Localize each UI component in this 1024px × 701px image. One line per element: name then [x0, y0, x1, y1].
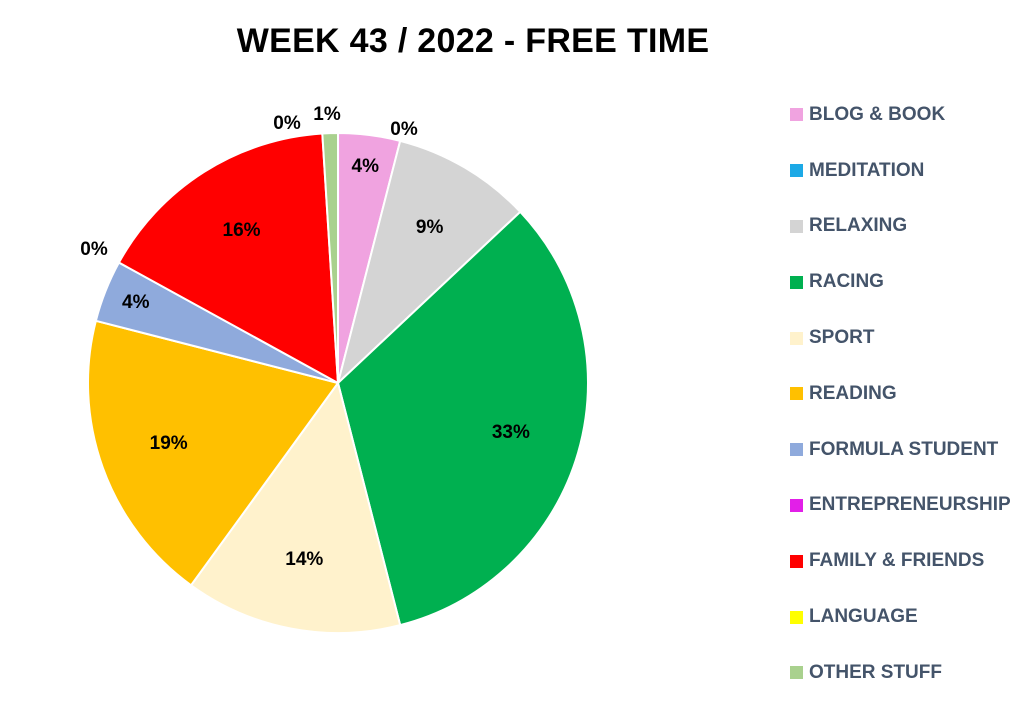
slice-label-family-and-friends: 16% [223, 220, 261, 241]
slice-label-formula-student: 4% [122, 292, 150, 313]
pie-slice-family-and-friends [117, 132, 340, 385]
pie-slice-other-stuff [321, 131, 339, 384]
legend-swatch [790, 164, 803, 178]
legend-swatch [790, 443, 803, 457]
legend-label: OTHER STUFF [809, 661, 942, 683]
legend-item-blog-and-book: BLOG & BOOK [790, 87, 1011, 143]
legend-label: BLOG & BOOK [809, 103, 946, 125]
slice-label-relaxing: 9% [416, 217, 444, 238]
legend-swatch [790, 331, 803, 345]
pie-slice-reading [87, 319, 340, 587]
legend-item-formula-student: FORMULA STUDENT [790, 422, 1011, 478]
legend-swatch [790, 275, 803, 289]
chart-title: WEEK 43 / 2022 - FREE TIME [236, 22, 710, 60]
legend-item-family-and-friends: FAMILY & FRIENDS [790, 533, 1011, 589]
legend-swatch [790, 219, 803, 233]
legend-label: MEDITATION [809, 159, 925, 181]
legend-swatch [790, 108, 803, 122]
slice-label-blog-and-book: 4% [352, 156, 380, 177]
legend-swatch [790, 666, 803, 680]
legend-item-meditation: MEDITATION [790, 143, 1011, 199]
slice-label-other-stuff: 1% [313, 104, 341, 125]
legend: BLOG & BOOK MEDITATION RELAXING RACING SPORT… [790, 87, 1011, 701]
legend-label: READING [809, 382, 897, 404]
legend-item-reading: READING [790, 366, 1011, 422]
pie-slice-sport [189, 380, 402, 634]
slice-label-entrepreneurship: 0% [80, 239, 108, 260]
legend-item-language: LANGUAGE [790, 589, 1011, 645]
legend-label: FAMILY & FRIENDS [809, 550, 985, 572]
legend-swatch [790, 387, 803, 401]
legend-swatch [790, 554, 803, 568]
pie-slice-racing [336, 210, 589, 627]
legend-item-other-stuff: OTHER STUFF [790, 645, 1011, 701]
slice-label-racing: 33% [492, 422, 530, 443]
legend-item-racing: RACING [790, 254, 1011, 310]
legend-label: LANGUAGE [809, 606, 918, 628]
chart-root: WEEK 43 / 2022 - FREE TIME 4% 0% 9% 33% 14% 1… [80, 22, 1010, 683]
legend-label: SPORT [809, 327, 875, 349]
legend-label: RELAXING [809, 215, 908, 237]
slice-label-language: 0% [273, 113, 301, 134]
pie-slice-relaxing [336, 139, 522, 387]
pie-chart: 4% 0% 9% 33% 14% 19% 4% 0% 16% 0% 1% [80, 104, 589, 634]
slice-label-sport: 14% [285, 549, 323, 570]
legend-label: RACING [809, 271, 884, 293]
legend-swatch [790, 498, 803, 512]
legend-swatch [790, 610, 803, 624]
slice-label-meditation: 0% [390, 119, 418, 140]
legend-label: FORMULA STUDENT [809, 438, 999, 460]
legend-label: ENTREPRENEURSHIP [809, 494, 1011, 516]
legend-item-relaxing: RELAXING [790, 199, 1011, 255]
slice-label-reading: 19% [150, 433, 188, 454]
legend-item-sport: SPORT [790, 310, 1011, 366]
legend-item-entrepreneurship: ENTREPRENEURSHIP [790, 478, 1011, 534]
